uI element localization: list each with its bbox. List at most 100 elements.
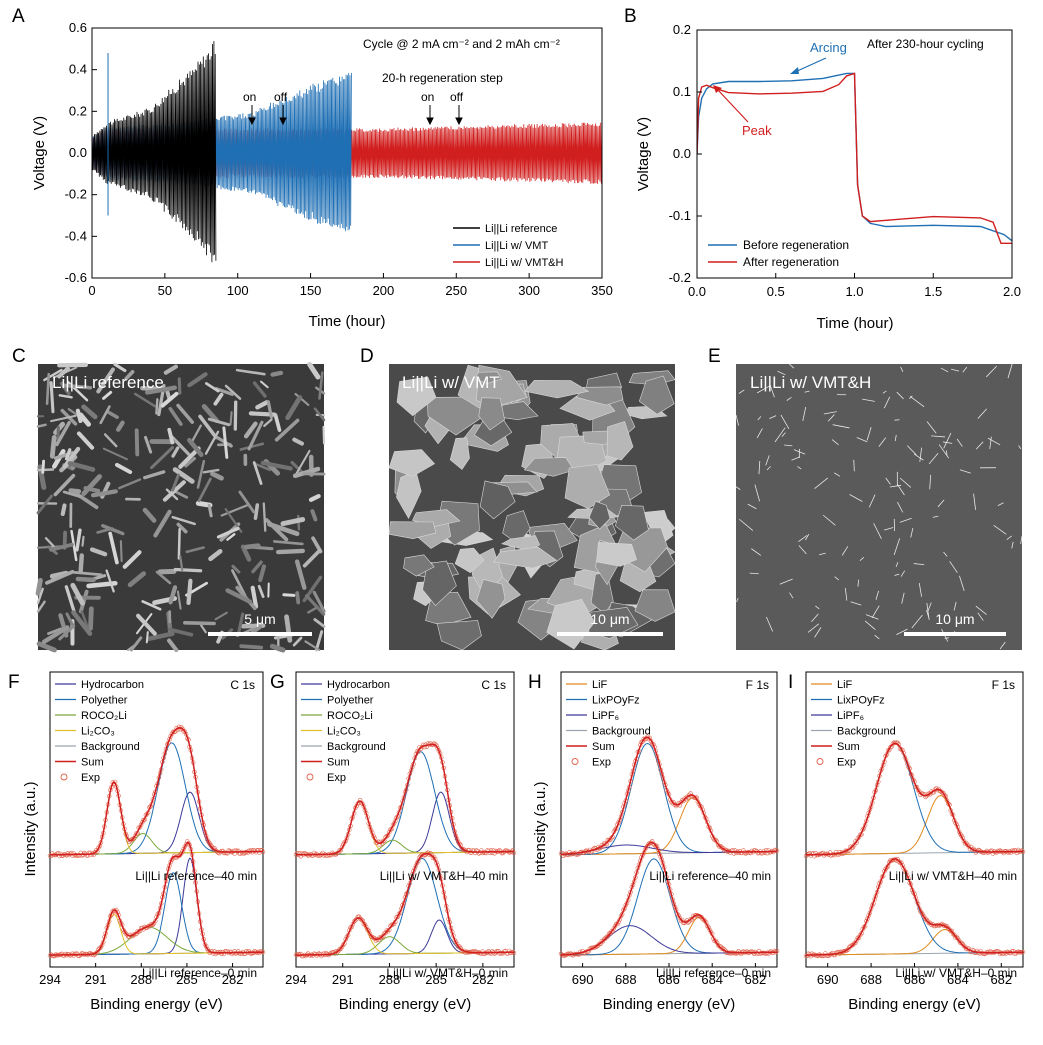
x-tick-label-a: 300 [518, 283, 540, 298]
sem-dendrite [67, 461, 96, 472]
sem-dendrite [171, 473, 180, 492]
scale-bar-e [904, 632, 1006, 636]
sem-dendrite [290, 460, 304, 474]
sem-image-e [735, 363, 1023, 650]
sem-flake [478, 397, 505, 431]
sem-surface-feature [913, 453, 924, 461]
xps-core-label: C 1s [230, 678, 255, 692]
sem-surface-feature [997, 502, 1004, 506]
legend-entry: Hydrocarbon [327, 679, 390, 691]
sem-dendrite [105, 569, 115, 593]
sem-surface-feature [993, 524, 1007, 535]
xps-exp-point [359, 917, 364, 922]
legend-entry: Background [81, 741, 140, 753]
sem-dendrite [183, 620, 216, 626]
sem-dendrite [36, 587, 44, 605]
sem-surface-feature [932, 515, 939, 518]
xps-x-tick-label: 688 [860, 972, 882, 987]
peak-arrow [717, 89, 749, 123]
xps-core-label: F 1s [992, 678, 1015, 692]
y-tick-label-a: 0.0 [69, 145, 87, 160]
x-tick-label-b: 1.0 [845, 284, 863, 299]
sem-d-caption: Li||Li w/ VMT [402, 373, 500, 392]
xps-exp-point [946, 926, 951, 931]
sem-dendrite [226, 533, 236, 541]
legend-entry: LiF [592, 679, 608, 691]
y-tick-label-b: -0.2 [669, 270, 691, 285]
sem-flake [388, 449, 435, 477]
sem-surface-feature [909, 396, 925, 408]
sem-dendrite [35, 577, 43, 596]
sem-flake [396, 470, 422, 520]
sem-dendrite [282, 593, 296, 597]
sem-surface-feature [900, 570, 906, 577]
xps-x-tick-label: 291 [332, 972, 354, 987]
sem-dendrite [312, 590, 326, 613]
sem-dendrite [285, 395, 303, 421]
sem-dendrite [247, 420, 264, 451]
sem-dendrite [224, 384, 242, 400]
xps-exp-point [600, 939, 606, 944]
sem-surface-feature [962, 366, 968, 373]
xps-xlabel: Binding energy (eV) [848, 996, 981, 1013]
sem-dendrite [102, 447, 128, 461]
sem-flake [493, 546, 558, 569]
sem-image-c [35, 362, 326, 653]
sem-dendrite [252, 461, 263, 485]
scale-label-e: 10 μm [935, 611, 974, 627]
legend-entry: Sum [81, 757, 104, 769]
legend-swatch-exp [60, 773, 68, 781]
sem-flake [524, 380, 590, 399]
sem-surface-feature [793, 449, 806, 455]
sem-surface-feature [786, 396, 792, 401]
panel-b-legend: Before regeneration After regeneration [708, 238, 849, 269]
arcing-arrow [794, 57, 827, 73]
sem-dendrite [294, 392, 310, 406]
xps-exp-point [733, 850, 739, 856]
panel-c: C Li||Li reference 5 μm [12, 346, 326, 653]
legend-entry: ROCO₂Li [81, 710, 127, 722]
x-tick-label-a: 350 [591, 283, 613, 298]
xps-exp-point [176, 724, 182, 729]
sem-dendrite [157, 568, 177, 575]
sem-dendrite [64, 585, 77, 616]
sem-dendrite [163, 364, 178, 375]
sem-dendrite [304, 640, 321, 652]
legend-entry: Background [837, 726, 896, 738]
sem-dendrite [310, 509, 318, 522]
xps-spectrum-label-bottom: Li||Li reference–0 min [142, 966, 257, 980]
sem-dendrite [141, 600, 162, 611]
sem-dendrite [216, 526, 240, 539]
xps-exp-point [856, 834, 862, 840]
xps-exp-point [925, 919, 930, 924]
y-tick-label-a: -0.2 [65, 187, 87, 202]
sem-surface-feature [735, 414, 740, 426]
sem-dendrite [307, 607, 317, 614]
sem-surface-feature [832, 424, 850, 429]
xps-exp-point [678, 800, 684, 805]
sem-surface-feature [889, 484, 902, 488]
sem-surface-feature [956, 438, 963, 447]
sem-flake [523, 457, 575, 477]
panel-f-ylabel: Intensity (a.u.) [22, 781, 39, 876]
xps-exp-point [605, 934, 610, 939]
series-line-a-reference [92, 41, 217, 263]
sem-dendrite [184, 456, 197, 468]
sem-dendrite [318, 371, 324, 400]
xps-exp-point [676, 913, 681, 918]
sem-dendrite [250, 585, 259, 609]
sem-dendrite [115, 420, 125, 432]
panel-e: E Li||Li w/ VMT&H 10 μm [708, 346, 1023, 650]
xps-sum-line [806, 858, 1024, 956]
xps-exp-point [490, 850, 495, 856]
sem-surface-feature [739, 518, 754, 531]
y-tick-label-a: 0.6 [69, 20, 87, 35]
sem-dendrite [186, 578, 193, 606]
xps-x-tick-label: 684 [947, 972, 969, 987]
sem-surface-feature [900, 366, 904, 373]
sem-dendrite [50, 414, 77, 423]
sem-dendrite [44, 537, 55, 548]
sem-surface-feature [797, 466, 802, 470]
on-off-arrows [248, 105, 463, 126]
sem-dendrite [266, 400, 273, 419]
